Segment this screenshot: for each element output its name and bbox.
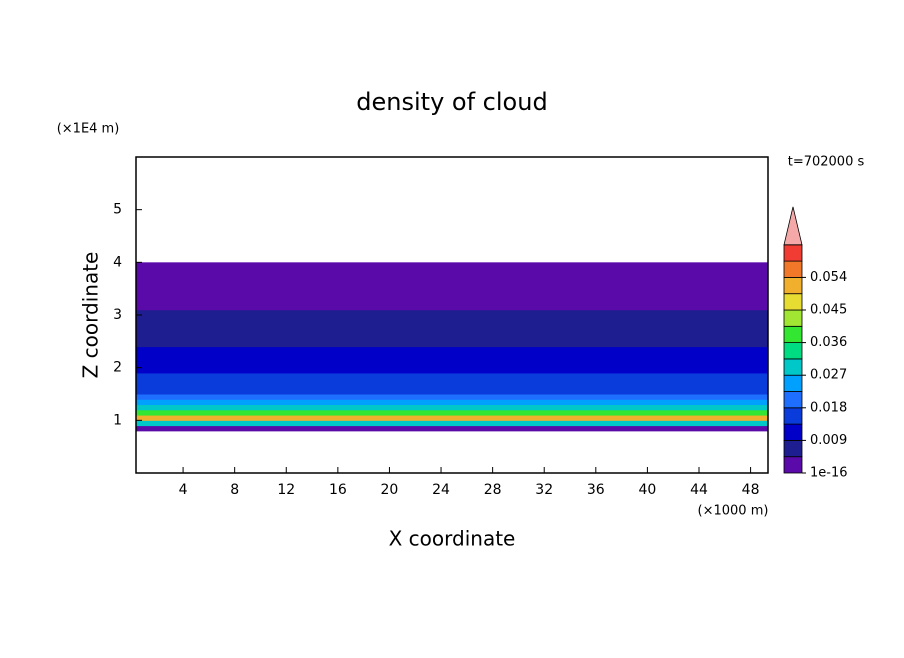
x-tick-label: 48 (742, 482, 760, 498)
density-band (136, 394, 768, 400)
density-band (136, 409, 768, 416)
colorbar-box (783, 439, 803, 458)
density-band (136, 315, 768, 321)
colorbar-extend (783, 206, 803, 246)
density-band (136, 283, 768, 290)
density-band (136, 288, 768, 295)
y-tick-label: 2 (113, 360, 122, 376)
density-band (136, 325, 768, 332)
x-tick-label: 16 (329, 482, 347, 498)
density-band (136, 425, 768, 432)
x-tick-label: 36 (587, 482, 605, 498)
colorbar-label: 0.027 (810, 368, 847, 383)
x-tick-label: 12 (277, 482, 295, 498)
density-band (136, 267, 768, 274)
y-tick-label: 5 (113, 202, 122, 218)
y-tick-label: 4 (113, 254, 122, 270)
density-band (136, 346, 768, 353)
density-band (136, 399, 768, 406)
density-band (136, 357, 768, 363)
x-axis-label: X coordinate (389, 527, 516, 551)
density-band (136, 299, 768, 305)
colorbar-box (783, 276, 803, 295)
colorbar-box (783, 456, 803, 474)
density-band (136, 378, 768, 384)
density-band (136, 367, 768, 374)
colorbar-box (783, 358, 803, 376)
annotation: t=702000 s (788, 155, 865, 170)
density-band (136, 309, 768, 316)
x-tick-label: 32 (535, 482, 553, 498)
colorbar-box (783, 391, 803, 409)
density-band (136, 336, 768, 342)
colorbar-label: 1e-16 (810, 466, 848, 481)
density-band (136, 351, 768, 358)
colorbar-box (783, 374, 803, 392)
y-unit: (×1E4 m) (57, 122, 120, 137)
colorbar-label: 0.036 (810, 335, 847, 350)
field (136, 262, 768, 432)
colorbar-box (783, 260, 803, 278)
x-tick-label: 28 (484, 482, 502, 498)
density-band (136, 372, 768, 379)
density-band (136, 304, 768, 311)
density-band (136, 383, 768, 390)
density-band (136, 362, 768, 369)
x-tick-label: 4 (179, 482, 188, 498)
colorbar-box (783, 342, 803, 360)
density-band (136, 341, 768, 348)
density-band (136, 278, 768, 284)
density-band (136, 293, 768, 300)
y-tick-label: 1 (113, 412, 122, 428)
colorbar-label: 0.009 (810, 433, 847, 448)
density-band (136, 404, 768, 411)
colorbar-label: 0.045 (810, 303, 847, 318)
density-band (136, 388, 768, 395)
colorbar-box (783, 325, 803, 343)
y-tick-label: 3 (113, 307, 122, 323)
density-band (136, 415, 768, 421)
density-band (136, 420, 768, 427)
density-band (136, 330, 768, 337)
y-axis-label: Z coordinate (79, 252, 103, 379)
colorbar-label: 0.018 (810, 400, 847, 415)
chart-title: density of cloud (356, 88, 547, 116)
density-band (136, 272, 768, 279)
colorbar-label: 0.054 (810, 270, 847, 285)
x-tick-label: 20 (381, 482, 399, 498)
colorbar-box (783, 407, 803, 425)
x-tick-label: 40 (638, 482, 656, 498)
x-tick-label: 24 (432, 482, 450, 498)
x-tick-label: 8 (230, 482, 239, 498)
colorbar-box (783, 293, 803, 311)
density-band (136, 320, 768, 327)
colorbar-box (783, 244, 803, 262)
density-band (136, 262, 768, 269)
x-tick-label: 44 (690, 482, 708, 498)
x-unit: (×1000 m) (698, 504, 769, 519)
colorbar-box (783, 423, 803, 441)
colorbar-box (783, 309, 803, 327)
